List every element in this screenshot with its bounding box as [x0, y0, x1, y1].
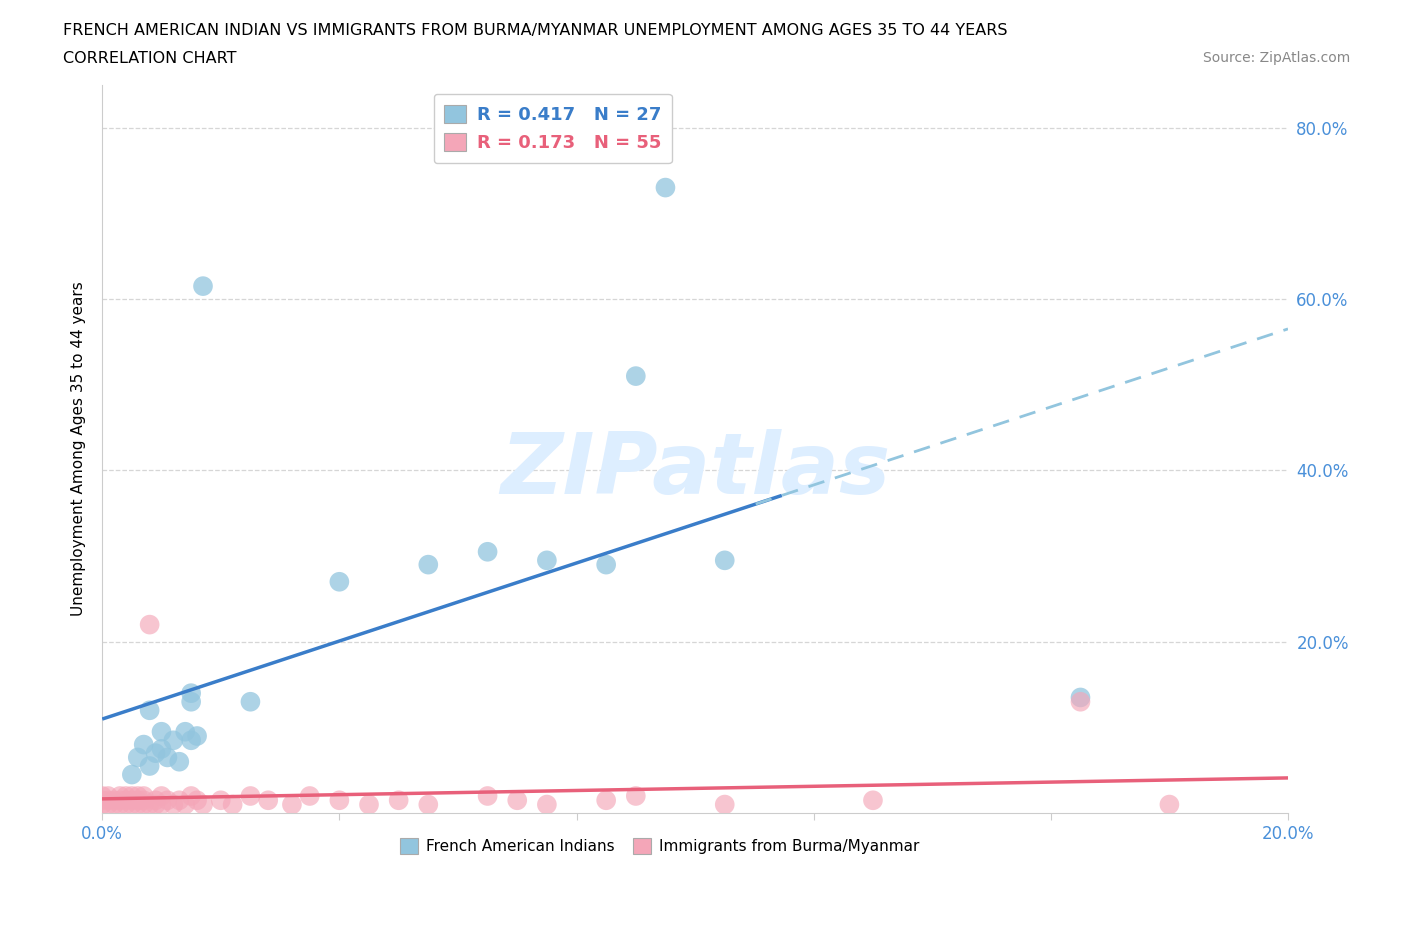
- Point: [132, 797, 155, 812]
- Point: [97, 793, 120, 808]
- Point: [186, 793, 208, 808]
- Point: [145, 746, 167, 761]
- Point: [328, 793, 350, 808]
- Point: [388, 793, 411, 808]
- Point: [180, 685, 202, 700]
- Point: [91, 789, 114, 804]
- Point: [121, 793, 143, 808]
- Point: [97, 797, 120, 812]
- Point: [97, 789, 120, 804]
- Point: [169, 754, 191, 769]
- Point: [145, 793, 167, 808]
- Point: [91, 793, 114, 808]
- Point: [624, 789, 647, 804]
- Point: [221, 797, 243, 812]
- Text: FRENCH AMERICAN INDIAN VS IMMIGRANTS FROM BURMA/MYANMAR UNEMPLOYMENT AMONG AGES : FRENCH AMERICAN INDIAN VS IMMIGRANTS FRO…: [63, 23, 1008, 38]
- Point: [298, 789, 321, 804]
- Point: [174, 724, 197, 739]
- Point: [174, 797, 197, 812]
- Point: [209, 793, 232, 808]
- Point: [145, 797, 167, 812]
- Point: [186, 728, 208, 743]
- Point: [115, 797, 138, 812]
- Point: [1159, 797, 1181, 812]
- Point: [536, 797, 558, 812]
- Point: [138, 703, 160, 718]
- Point: [506, 793, 529, 808]
- Point: [536, 553, 558, 568]
- Point: [132, 789, 155, 804]
- Point: [162, 733, 184, 748]
- Point: [121, 797, 143, 812]
- Legend: French American Indians, Immigrants from Burma/Myanmar: French American Indians, Immigrants from…: [394, 832, 925, 860]
- Point: [115, 793, 138, 808]
- Point: [328, 575, 350, 590]
- Point: [156, 793, 179, 808]
- Point: [180, 789, 202, 804]
- Point: [191, 279, 214, 294]
- Point: [132, 793, 155, 808]
- Point: [713, 797, 735, 812]
- Point: [624, 368, 647, 383]
- Point: [654, 180, 676, 195]
- Point: [862, 793, 884, 808]
- Point: [595, 793, 617, 808]
- Point: [127, 750, 149, 764]
- Point: [108, 789, 131, 804]
- Point: [156, 750, 179, 764]
- Point: [138, 759, 160, 774]
- Point: [180, 695, 202, 710]
- Point: [477, 544, 499, 559]
- Point: [357, 797, 380, 812]
- Point: [121, 789, 143, 804]
- Point: [257, 793, 280, 808]
- Point: [1069, 695, 1091, 710]
- Y-axis label: Unemployment Among Ages 35 to 44 years: Unemployment Among Ages 35 to 44 years: [72, 282, 86, 617]
- Point: [150, 797, 173, 812]
- Point: [103, 793, 125, 808]
- Point: [191, 797, 214, 812]
- Point: [127, 797, 149, 812]
- Point: [239, 695, 262, 710]
- Point: [1069, 690, 1091, 705]
- Point: [121, 767, 143, 782]
- Point: [138, 797, 160, 812]
- Point: [91, 797, 114, 812]
- Point: [418, 557, 440, 572]
- Point: [127, 793, 149, 808]
- Point: [108, 793, 131, 808]
- Point: [115, 789, 138, 804]
- Point: [169, 793, 191, 808]
- Point: [713, 553, 735, 568]
- Point: [127, 789, 149, 804]
- Point: [281, 797, 304, 812]
- Point: [150, 741, 173, 756]
- Point: [239, 789, 262, 804]
- Text: Source: ZipAtlas.com: Source: ZipAtlas.com: [1202, 51, 1350, 65]
- Point: [162, 797, 184, 812]
- Point: [103, 797, 125, 812]
- Point: [180, 733, 202, 748]
- Point: [108, 797, 131, 812]
- Point: [595, 557, 617, 572]
- Point: [150, 724, 173, 739]
- Point: [477, 789, 499, 804]
- Point: [150, 789, 173, 804]
- Text: CORRELATION CHART: CORRELATION CHART: [63, 51, 236, 66]
- Point: [138, 618, 160, 632]
- Text: ZIPatlas: ZIPatlas: [501, 430, 890, 512]
- Point: [132, 737, 155, 752]
- Point: [418, 797, 440, 812]
